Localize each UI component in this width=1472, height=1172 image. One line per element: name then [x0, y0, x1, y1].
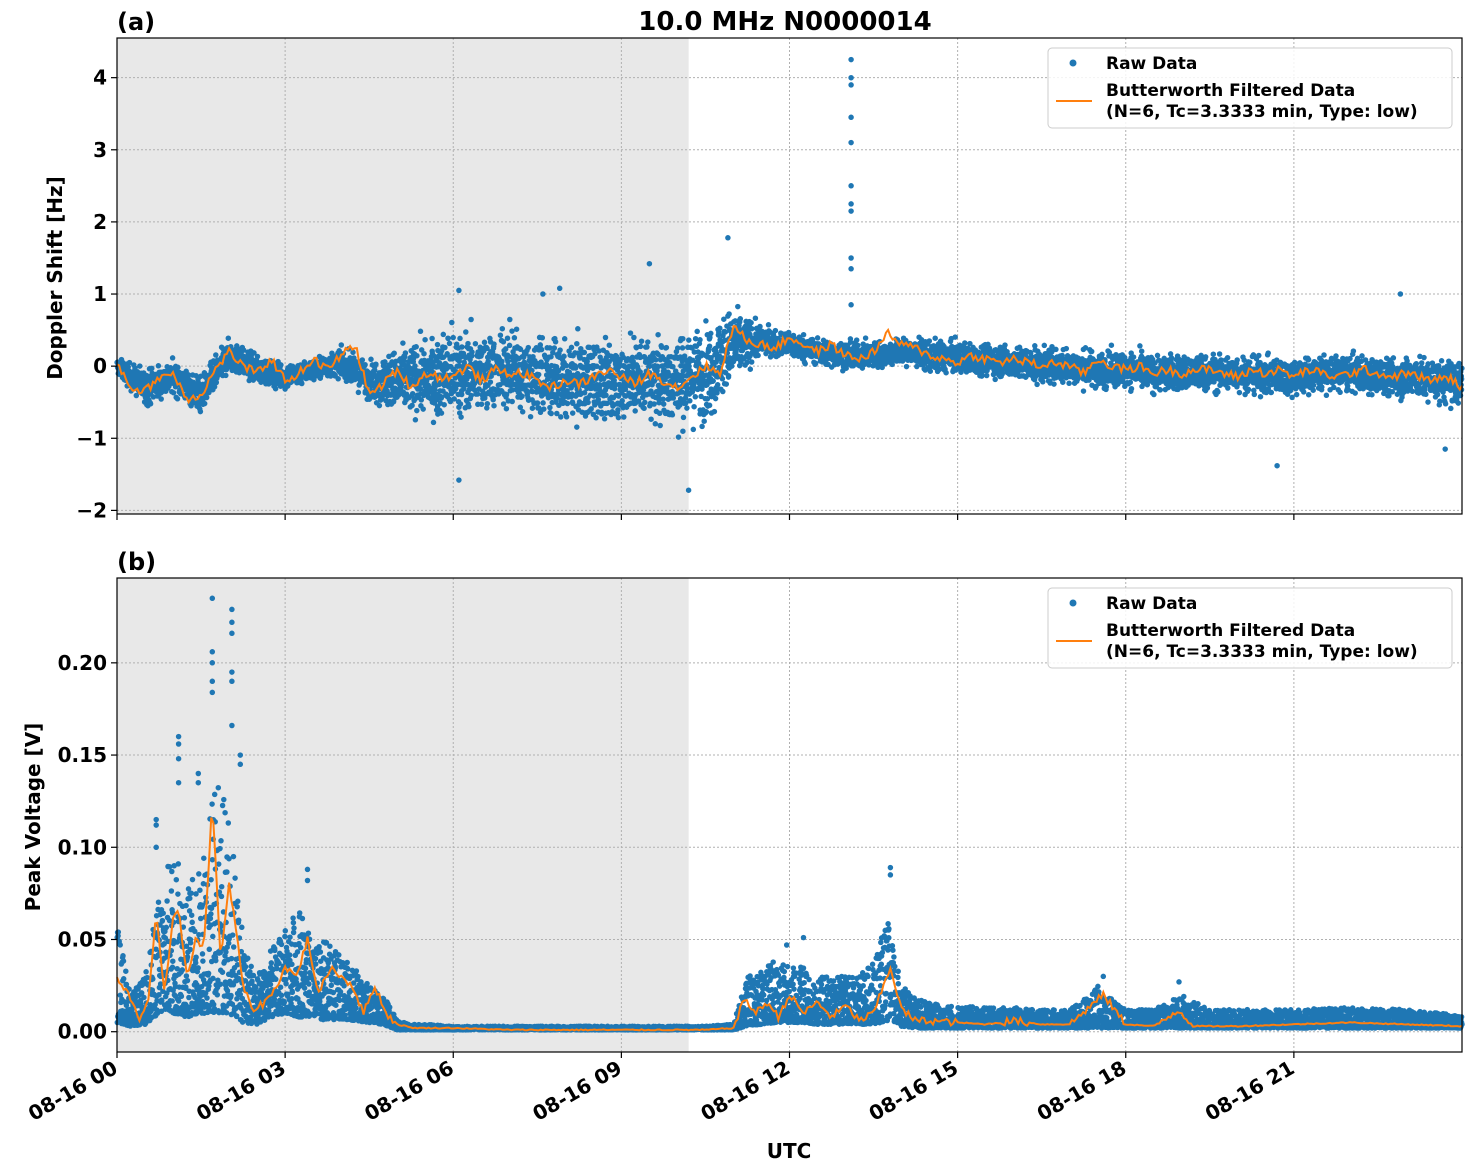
x-tick-labels: 08-16 00 08-16 03 08-16 06 08-16 09 08-16 12… — [24, 1056, 1298, 1126]
x-ticks-a — [116, 514, 1295, 520]
filtered-line-voltage — [116, 817, 1463, 1032]
legend-filtered-label-b-2: (N=6, Tc=3.3333 min, Type: low) — [1106, 642, 1418, 662]
x-tick-label: 08-16 18 — [1033, 1056, 1131, 1126]
y-tick-label: 0.10 — [58, 835, 107, 859]
x-tick-label: 08-16 09 — [528, 1056, 626, 1126]
y-tick-label: −2 — [76, 498, 107, 522]
legend-filtered-label-b-1: Butterworth Filtered Data — [1106, 621, 1355, 641]
night-shading-b — [117, 578, 689, 1052]
legend-a: Raw Data Butterworth Filtered Data (N=6,… — [1047, 47, 1453, 129]
legend-raw-marker-b — [1069, 599, 1077, 607]
panel-b-voltage: 0.00 0.05 0.10 0.15 0.20 (b) Peak Voltage [V… — [21, 548, 1465, 1058]
legend-box-a — [1047, 47, 1453, 129]
y-ticks-a: −2 −1 0 1 2 3 4 — [76, 66, 117, 522]
legend-raw-label-b: Raw Data — [1106, 594, 1197, 614]
chart-title: 10.0 MHz N0000014 — [638, 7, 931, 37]
legend-raw-marker-a — [1069, 59, 1077, 67]
panel-label-a: (a) — [117, 8, 155, 36]
y-tick-label: 0.20 — [58, 651, 107, 675]
y-tick-label: 0.15 — [58, 743, 107, 767]
x-axis-label: UTC — [767, 1139, 812, 1163]
filtered-line-doppler — [116, 325, 1463, 405]
night-shading-a — [117, 38, 689, 514]
y-tick-label: 0 — [93, 354, 107, 378]
legend-raw-label-a: Raw Data — [1106, 54, 1197, 74]
y-tick-label: 4 — [93, 66, 107, 90]
y-tick-label: 2 — [93, 210, 107, 234]
y-axis-label-a: Doppler Shift [Hz] — [43, 176, 67, 380]
y-tick-label: −1 — [76, 426, 107, 450]
x-ticks-b — [116, 1052, 1295, 1058]
legend-filtered-label-a-2: (N=6, Tc=3.3333 min, Type: low) — [1106, 102, 1418, 122]
x-tick-label: 08-16 00 — [24, 1056, 122, 1126]
x-tick-label: 08-16 06 — [360, 1056, 458, 1126]
grid-b — [116, 578, 1462, 1052]
legend-b: Raw Data Butterworth Filtered Data (N=6,… — [1047, 587, 1453, 669]
panel-label-b: (b) — [117, 548, 156, 576]
y-axis-label-b: Peak Voltage [V] — [21, 723, 45, 912]
legend-filtered-label-a-1: Butterworth Filtered Data — [1106, 81, 1355, 101]
x-tick-label: 08-16 15 — [865, 1056, 963, 1126]
y-ticks-b: 0.00 0.05 0.10 0.15 0.20 — [58, 651, 117, 1044]
y-tick-label: 0.05 — [58, 927, 107, 951]
x-tick-label: 08-16 21 — [1201, 1056, 1299, 1126]
grid-a — [116, 38, 1462, 514]
y-tick-label: 0.00 — [58, 1020, 107, 1044]
x-tick-label: 08-16 12 — [696, 1056, 794, 1126]
y-tick-label: 3 — [93, 138, 107, 162]
panel-a-doppler: −2 −1 0 1 2 3 4 (a) 10.0 MHz N0000014 Doppler … — [43, 7, 1465, 522]
y-tick-label: 1 — [93, 282, 107, 306]
x-tick-label: 08-16 03 — [192, 1056, 290, 1126]
legend-box-b — [1047, 587, 1453, 669]
